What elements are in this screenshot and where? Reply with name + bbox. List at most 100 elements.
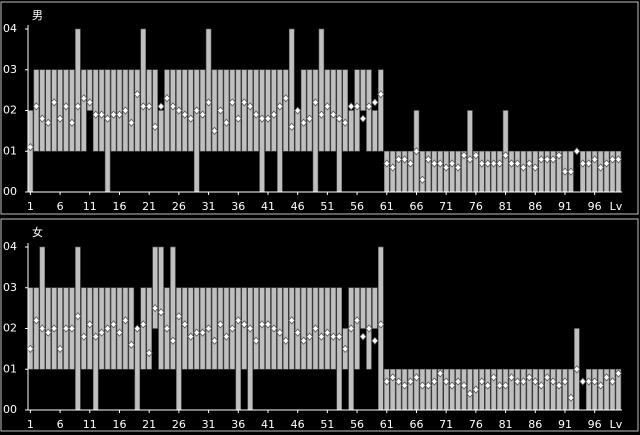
point	[175, 312, 183, 321]
range-bar	[75, 246, 81, 411]
point	[608, 155, 617, 164]
point	[365, 102, 373, 111]
point	[157, 308, 165, 317]
point	[240, 320, 248, 329]
x-tick-label: 36	[231, 200, 245, 213]
range-bar	[39, 69, 46, 152]
range-bar	[92, 287, 99, 411]
point	[306, 332, 314, 341]
point	[32, 102, 40, 111]
range-bar	[229, 69, 236, 152]
point	[175, 106, 183, 115]
point	[187, 114, 195, 123]
point	[597, 381, 605, 390]
x-tick-label: 51	[320, 418, 334, 431]
point	[513, 377, 521, 386]
range-bar	[81, 69, 87, 152]
point	[133, 324, 141, 333]
x-tick-label: 96	[588, 418, 602, 431]
point	[579, 159, 587, 168]
point	[543, 373, 551, 382]
point	[169, 102, 177, 111]
range-bar	[514, 150, 521, 193]
point	[460, 381, 468, 390]
point	[300, 118, 308, 127]
range-bar	[372, 287, 378, 329]
x-tick-label: 61	[380, 200, 394, 213]
point	[169, 336, 177, 345]
point	[383, 377, 391, 386]
point	[424, 381, 432, 390]
range-bar	[532, 368, 539, 411]
range-bar	[330, 287, 337, 370]
panel-title: 女	[32, 225, 43, 239]
range-bar	[294, 110, 301, 152]
range-bar	[152, 246, 158, 329]
point	[110, 320, 118, 329]
point	[401, 155, 409, 164]
point	[98, 110, 106, 119]
range-bar	[348, 287, 354, 411]
x-tick-label: 86	[528, 418, 542, 431]
point	[306, 114, 314, 123]
range-bar	[318, 287, 325, 370]
point	[258, 320, 266, 329]
range-bar	[467, 110, 473, 193]
point	[80, 332, 88, 341]
point	[216, 320, 224, 329]
point	[258, 114, 266, 123]
point	[436, 159, 444, 168]
x-tick-label: 56	[350, 418, 364, 431]
point	[555, 151, 563, 160]
range-bar	[354, 287, 360, 370]
point	[193, 328, 201, 337]
range-bar	[253, 287, 259, 370]
point	[264, 320, 272, 329]
point	[228, 98, 236, 107]
point	[608, 377, 617, 386]
point	[513, 159, 521, 168]
range-bar	[407, 368, 414, 411]
point	[115, 328, 124, 337]
point	[246, 102, 254, 111]
point	[430, 377, 438, 386]
point	[591, 377, 599, 386]
point	[32, 316, 40, 325]
point	[549, 155, 557, 164]
range-bar	[158, 110, 164, 152]
range-bar	[342, 69, 348, 152]
point	[454, 163, 462, 172]
x-tick-label: 76	[469, 200, 483, 213]
point	[127, 340, 135, 349]
point	[139, 102, 147, 111]
range-bar	[288, 287, 295, 370]
x-tick-label: 71	[439, 418, 453, 431]
point	[270, 110, 278, 119]
range-bar	[247, 287, 253, 411]
x-tick-label: 91	[558, 200, 572, 213]
point	[205, 98, 213, 107]
point	[585, 159, 593, 168]
point	[478, 159, 486, 168]
range-bar	[283, 287, 289, 370]
point	[210, 126, 219, 135]
range-bar	[128, 69, 135, 152]
range-bar	[336, 287, 343, 411]
point	[317, 332, 325, 341]
range-bar	[336, 69, 343, 193]
point	[38, 324, 46, 333]
point	[163, 94, 171, 103]
x-tick-label: 31	[202, 418, 216, 431]
range-bar	[223, 69, 230, 152]
point	[407, 377, 415, 386]
point	[555, 381, 563, 390]
point	[525, 159, 533, 168]
point	[490, 373, 498, 382]
point	[591, 155, 599, 164]
range-bar	[443, 368, 449, 411]
range-bar	[81, 287, 87, 370]
x-tick-label: 31	[202, 200, 216, 213]
range-bar	[187, 287, 194, 370]
point	[341, 344, 349, 353]
